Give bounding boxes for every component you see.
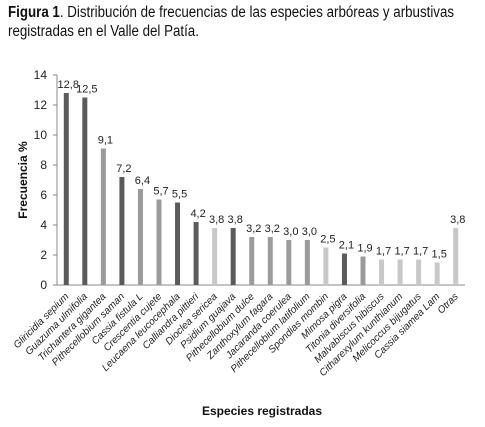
- bar: [119, 177, 125, 285]
- data-label: 12,8: [58, 79, 79, 91]
- bar: [360, 256, 366, 285]
- bar: [286, 240, 292, 285]
- y-tick-label: 14: [34, 68, 48, 82]
- data-label: 4,2: [190, 208, 205, 220]
- bar: [212, 228, 218, 285]
- bar: [416, 259, 422, 285]
- bar: [249, 237, 255, 285]
- bar: [100, 148, 106, 285]
- data-label: 1,7: [394, 246, 409, 258]
- chart-bars: [63, 93, 459, 285]
- bar: [63, 93, 69, 285]
- y-tick-label: 4: [40, 218, 47, 232]
- category-label: Otras: [436, 291, 461, 316]
- bar: [379, 259, 385, 285]
- figure-caption-text: . Distribución de frecuencias de las esp…: [8, 4, 455, 40]
- data-label: 1,7: [376, 246, 391, 258]
- data-label: 3,8: [209, 214, 224, 226]
- y-tick-label: 12: [34, 98, 48, 112]
- chart-data-labels: 12,812,59,17,26,45,7 5,54,2 3,8 3,83,2 3,2 3,…: [58, 79, 466, 261]
- data-label: 3,8: [228, 214, 243, 226]
- bar: [397, 259, 403, 285]
- bar: [82, 97, 88, 285]
- data-label: 2,5: [320, 234, 335, 246]
- y-tick-label: 10: [34, 128, 48, 142]
- chart-axes: 0 2 4 6 8 10 12 14: [34, 68, 465, 292]
- data-label: 3,0: [283, 226, 298, 238]
- data-label: 2,1: [339, 240, 354, 252]
- bar: [434, 262, 440, 285]
- data-label: 1,7: [413, 246, 428, 258]
- data-label: 3,8: [450, 214, 465, 226]
- bar: [304, 240, 310, 285]
- y-tick-label: 8: [40, 158, 47, 172]
- figure-label: Figura 1: [8, 4, 60, 21]
- data-label: 6,4: [135, 175, 150, 187]
- bar: [267, 237, 273, 285]
- x-axis-label: Especies registradas: [202, 404, 322, 418]
- bar: [156, 199, 162, 285]
- y-tick-label: 0: [40, 278, 47, 292]
- data-label: 12,5: [76, 84, 97, 96]
- data-label: 5,5: [172, 189, 187, 201]
- y-axis-label: Frecuencia %: [16, 141, 30, 219]
- y-tick-label: 6: [40, 188, 47, 202]
- bar: [175, 202, 181, 285]
- data-label: 5,7: [153, 186, 168, 198]
- data-label: 9,1: [98, 135, 113, 147]
- data-label: 3,2: [265, 223, 280, 235]
- data-label: 1,5: [432, 249, 447, 261]
- data-label: 3,2: [246, 223, 261, 235]
- bar: [453, 228, 459, 285]
- data-label: 7,2: [116, 163, 131, 175]
- bar: [341, 253, 347, 285]
- bar: [323, 247, 329, 285]
- bar: [230, 228, 236, 285]
- bar: [137, 189, 143, 285]
- data-label: 3,0: [302, 226, 317, 238]
- y-tick-label: 2: [40, 248, 47, 262]
- figure-caption: Figura 1. Distribución de frecuencias de…: [8, 3, 479, 41]
- bar: [193, 222, 199, 285]
- data-label: 1,9: [357, 243, 372, 255]
